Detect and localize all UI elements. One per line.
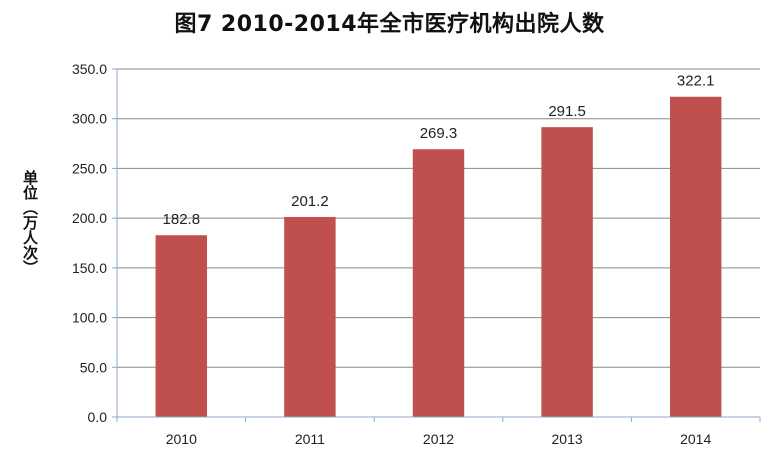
x-tick-label: 2011 <box>295 431 325 447</box>
x-tick-label: 2013 <box>552 431 583 447</box>
y-tick-label: 200.0 <box>72 210 107 226</box>
bars <box>155 96 722 417</box>
bar-2014 <box>669 96 722 417</box>
y-tick-label: 100.0 <box>72 310 107 326</box>
y-axis-label: 单位（万人次） <box>21 170 39 275</box>
x-tick-label: 2012 <box>423 431 454 447</box>
y-tick-label: 50.0 <box>80 359 107 375</box>
bar-2013 <box>541 127 593 417</box>
data-label-2011: 201.2 <box>291 193 329 210</box>
y-tick-label: 250.0 <box>72 160 107 176</box>
bar-2010 <box>155 235 208 417</box>
y-tick-label: 300.0 <box>72 111 107 127</box>
x-tick-label: 2014 <box>680 431 711 447</box>
chart-title: 图7 2010-2014年全市医疗机构出院人数 <box>174 12 605 37</box>
data-label-2013: 291.5 <box>548 103 586 120</box>
y-tick-label: 0.0 <box>88 409 108 425</box>
tick-labels: 0.0 50.0 100.0 150.0 200.0 250.0 300.0 350.0 201… <box>72 61 712 447</box>
axes <box>112 68 761 422</box>
data-label-2012: 269.3 <box>420 125 458 142</box>
y-tick-label: 150.0 <box>72 260 107 276</box>
data-labels: 182.8 201.2 269.3 291.5 322.1 <box>163 73 715 229</box>
y-tick-label: 350.0 <box>72 61 107 77</box>
bar-2011 <box>284 216 336 417</box>
data-label-2014: 322.1 <box>677 73 715 90</box>
x-tick-label: 2010 <box>166 431 197 447</box>
data-label-2010: 182.8 <box>163 211 201 228</box>
bar-2012 <box>412 149 465 417</box>
